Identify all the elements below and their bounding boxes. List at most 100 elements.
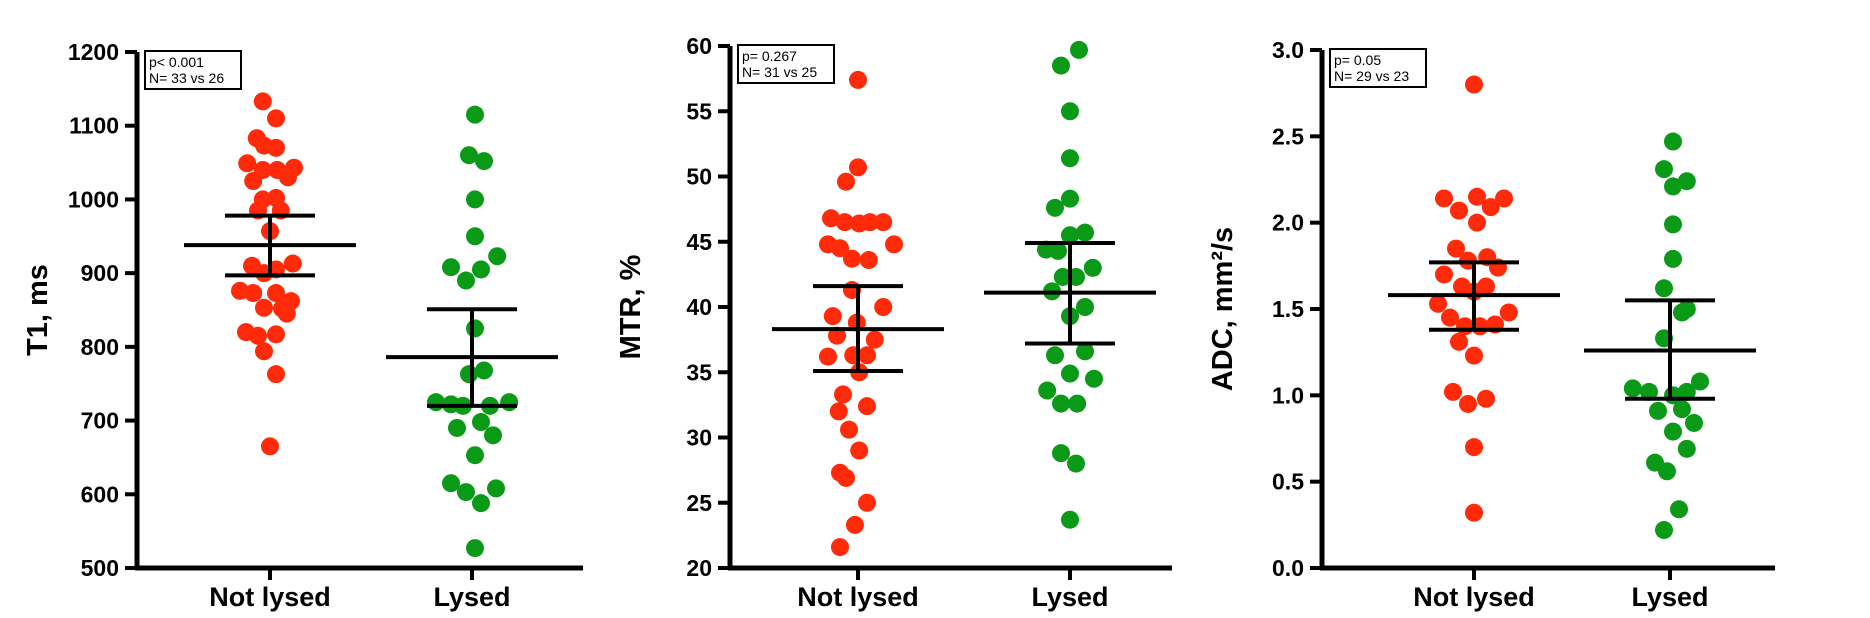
chart-panel-2: 20 25 30 35 40 45 50 55 60 Not lysed Lysed MTR, % p=… xyxy=(615,33,1172,612)
data-point xyxy=(1691,372,1709,391)
data-point xyxy=(1061,189,1079,208)
data-point xyxy=(846,515,864,534)
data-point xyxy=(1076,342,1094,361)
data-point xyxy=(1658,462,1676,481)
data-point xyxy=(849,70,867,89)
data-point xyxy=(466,190,484,209)
stats-p-value: p= 0.05 xyxy=(1334,52,1381,68)
y-tick-label: 0.5 xyxy=(1272,469,1304,495)
data-point xyxy=(1053,267,1072,286)
data-point xyxy=(1049,241,1067,260)
series-lysed xyxy=(1037,40,1103,529)
data-point xyxy=(858,346,876,365)
y-tick-label: 800 xyxy=(81,334,119,360)
data-point xyxy=(466,539,484,558)
data-point xyxy=(484,426,502,445)
data-point xyxy=(1677,439,1696,458)
data-point xyxy=(442,258,460,277)
data-point xyxy=(267,365,285,384)
data-point xyxy=(1477,389,1495,408)
data-point xyxy=(1670,500,1688,519)
data-point xyxy=(1465,346,1483,365)
data-point xyxy=(874,213,893,232)
data-point xyxy=(831,239,849,258)
data-point xyxy=(1052,394,1070,413)
y-tick-label: 60 xyxy=(686,33,712,59)
data-point xyxy=(837,468,855,487)
data-point xyxy=(1465,438,1483,457)
y-axis-label: ADC, mm²/s xyxy=(1207,227,1239,391)
data-point xyxy=(1076,223,1094,242)
data-point xyxy=(823,307,842,326)
y-tick-label: 40 xyxy=(686,294,712,320)
data-point xyxy=(466,227,484,246)
stats-box xyxy=(1329,48,1427,88)
data-point xyxy=(249,326,267,345)
data-point xyxy=(1453,277,1471,296)
data-point xyxy=(858,397,876,416)
y-tick-label: 1200 xyxy=(68,39,119,65)
data-point xyxy=(457,271,475,290)
data-point xyxy=(460,146,478,165)
stats-box xyxy=(144,50,242,90)
y-axis-label: MTR, % xyxy=(615,254,647,359)
y-tick-label: 35 xyxy=(686,359,712,385)
data-point xyxy=(831,538,849,557)
data-point xyxy=(1655,279,1673,298)
data-point xyxy=(849,158,867,177)
data-point xyxy=(442,474,460,493)
data-point xyxy=(1435,189,1453,208)
y-tick-label: 50 xyxy=(686,164,712,190)
data-point xyxy=(1664,422,1682,441)
data-point xyxy=(1085,369,1103,388)
series-lysed xyxy=(1623,132,1709,540)
data-point xyxy=(267,284,285,303)
data-point xyxy=(834,385,852,404)
data-point xyxy=(828,326,846,345)
y-tick-label: 1.0 xyxy=(1272,382,1304,408)
data-point xyxy=(472,413,490,432)
stats-p-value: p< 0.001 xyxy=(149,54,204,70)
data-point xyxy=(475,361,493,380)
data-point xyxy=(859,251,878,270)
y-tick-label: 700 xyxy=(81,408,119,434)
data-point xyxy=(822,209,840,228)
y-axis-label: T1, ms xyxy=(22,264,54,356)
data-point xyxy=(1444,382,1462,401)
data-point xyxy=(1499,303,1518,322)
data-point xyxy=(1038,381,1057,400)
data-point xyxy=(472,494,490,513)
data-point xyxy=(261,437,279,456)
data-point xyxy=(1046,346,1064,365)
data-point xyxy=(1673,400,1691,419)
data-point xyxy=(1465,503,1483,522)
data-point xyxy=(1677,172,1696,191)
data-point xyxy=(267,325,285,344)
y-tick-label: 0.0 xyxy=(1272,555,1304,581)
x-category-label: Not lysed xyxy=(797,582,919,612)
y-tick-label: 2.5 xyxy=(1272,123,1304,149)
y-tick-label: 600 xyxy=(81,481,119,507)
data-point xyxy=(1447,239,1465,258)
y-tick-label: 1000 xyxy=(68,186,119,212)
data-point xyxy=(1664,215,1682,234)
y-tick-label: 2.0 xyxy=(1272,210,1304,236)
x-category-label: Lysed xyxy=(1031,582,1108,612)
data-point xyxy=(1076,298,1094,316)
x-category-label: Not lysed xyxy=(209,582,331,612)
data-point xyxy=(858,493,876,512)
data-point xyxy=(466,446,484,465)
data-point xyxy=(238,154,257,173)
data-point xyxy=(1441,308,1459,327)
data-point xyxy=(850,441,869,460)
y-tick-label: 1.5 xyxy=(1272,296,1304,322)
data-point xyxy=(1468,187,1486,206)
data-point xyxy=(865,330,884,349)
data-point xyxy=(267,109,285,128)
data-point xyxy=(1429,294,1447,313)
data-point xyxy=(472,260,490,279)
data-point xyxy=(460,365,478,384)
chart-panel-3: 0.0 0.5 1.0 1.5 2.0 2.5 3.0 Not lysed Lysed ADC, … xyxy=(1207,37,1775,612)
data-point xyxy=(1450,201,1468,220)
x-category-label: Lysed xyxy=(1631,582,1708,612)
